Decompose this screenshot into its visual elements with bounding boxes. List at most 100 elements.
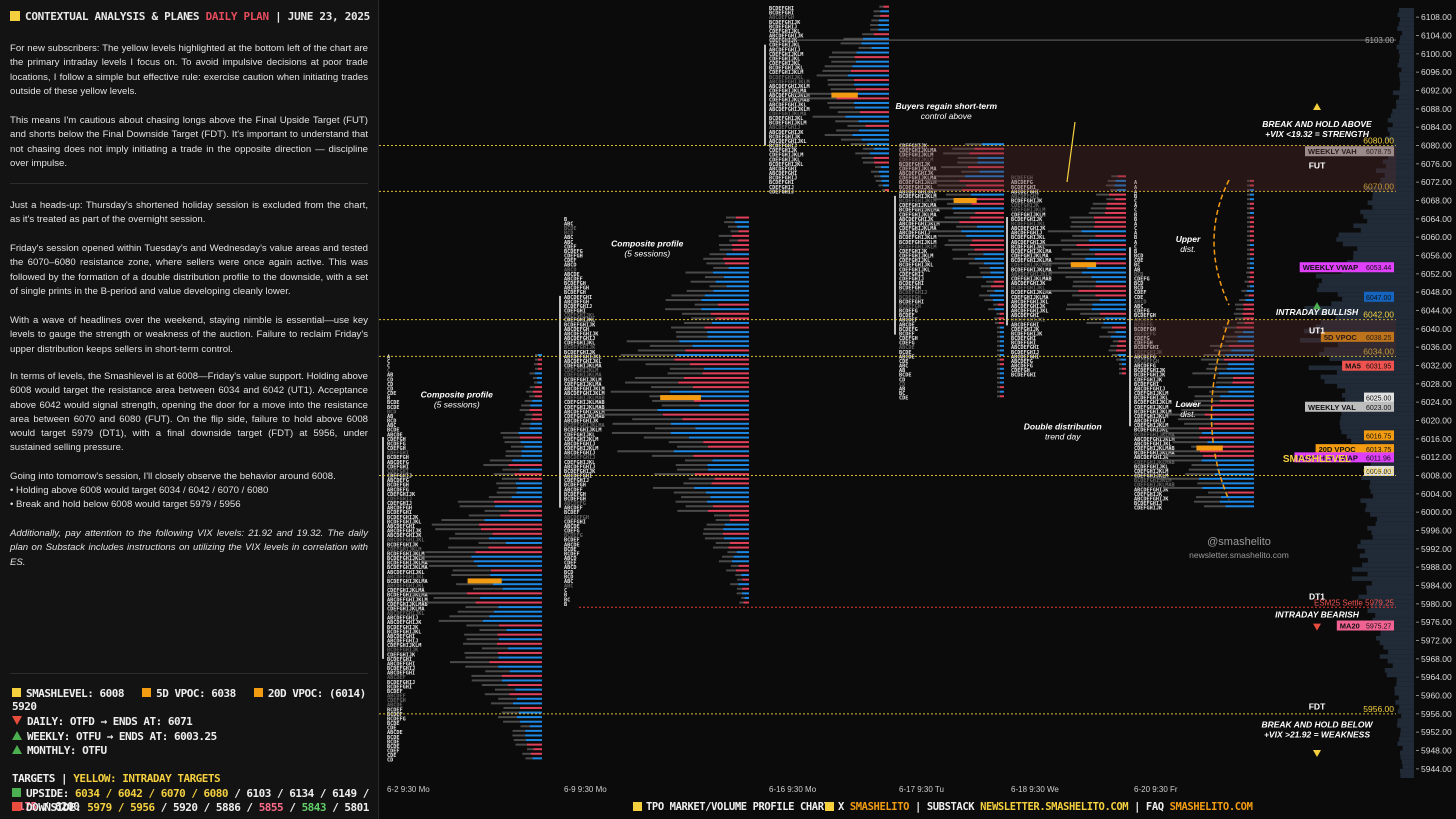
profile-shadow-bar (1234, 331, 1243, 334)
volume-bar (538, 358, 542, 361)
volume-bar (880, 175, 889, 178)
tpo-letters: CDE (1134, 258, 1143, 264)
volume-bar (512, 459, 542, 462)
volume-bar (743, 601, 749, 604)
profile-shadow-bar (873, 14, 881, 17)
volume-profile-bar (1396, 44, 1414, 50)
tpo-letters: CDEFGHIJKLMA (1011, 295, 1049, 301)
volume-bar (1218, 464, 1254, 467)
profile-shadow-bar (523, 418, 532, 421)
tpo-letters: ABCDEFGHIJKL (387, 574, 424, 580)
tpo-letters: ABCDEFGHIJ (387, 616, 418, 622)
triangle-up-icon (12, 745, 22, 754)
tpo-letters: ABCDEFGHIJKL (387, 570, 424, 576)
tpo-letters: ABCDEFGHI (1011, 345, 1039, 351)
profile-shadow-bar (997, 335, 1000, 338)
volume-bar (856, 51, 889, 54)
volume-profile-bar (1318, 283, 1414, 288)
tpo-letters: CDEFGHIJKL (769, 29, 800, 35)
profile-shadow-bar (1099, 335, 1111, 338)
x-handle-link[interactable]: SMASHELITO (849, 801, 910, 813)
level-price-text: 6011.96 (1366, 455, 1391, 462)
volume-bar (471, 555, 542, 558)
volume-bar (1250, 216, 1254, 219)
profile-shadow-bar (441, 519, 485, 522)
tpo-letters: ABCDE (564, 542, 580, 548)
tpo-letters: BCDEFG (387, 716, 406, 722)
volume-bar (1250, 198, 1254, 201)
substack-link[interactable]: NEWSLETTER.SMASHELITO.COM (980, 801, 1129, 813)
x-label: X (838, 801, 844, 813)
profile-shadow-bar (719, 248, 733, 251)
session-label: 6-20 9:30 Fr (1134, 785, 1178, 794)
profile-shadow-bar (925, 221, 960, 224)
volume-bar (1199, 436, 1254, 439)
tpo-letters: BCDEFGHIJKLMA (564, 423, 605, 429)
volume-bar (1094, 253, 1126, 256)
profile-shadow-bar (1184, 422, 1215, 425)
tpo-letters: BCD (1134, 254, 1143, 260)
volume-bar (735, 569, 749, 572)
volume-bar (516, 716, 542, 719)
tpo-letters: BCDEFGHIJKL (1011, 221, 1045, 227)
volume-bar (1103, 321, 1126, 324)
profile-shadow-bar (792, 92, 835, 95)
tpo-letters: CDEFGHIJKLMA (899, 203, 937, 209)
profile-shadow-bar (598, 413, 663, 416)
volume-bar (512, 702, 542, 705)
monthly-label: MONTHLY: OTFU (27, 744, 107, 757)
tpo-letters: ABCDEFGHIJKL (769, 102, 806, 108)
profile-shadow-bar (529, 395, 535, 398)
tpo-letters: CDEFGHIJKL (769, 157, 800, 163)
tpo-letters: CDEFGH (387, 446, 406, 452)
tpo-letters: CDEF (1134, 290, 1147, 296)
tpo-letters: ABCDEFGHIJKLM (1134, 437, 1175, 443)
volume-profile-bar (1335, 315, 1414, 320)
profile-shadow-bar (874, 175, 881, 178)
tpo-letters: ABCDEFGHIJ (899, 231, 930, 237)
tpo-letters: ABCDEF (387, 694, 406, 700)
profile-shadow-bar (840, 138, 862, 141)
profile-shadow-bar (957, 161, 978, 164)
profile-shadow-bar (1215, 381, 1233, 384)
profile-shadow-bar (713, 266, 729, 269)
profile-shadow-bar (618, 358, 675, 361)
profile-shadow-bar (452, 569, 491, 572)
tpo-letters: ABCDEFGHIJKLM (769, 93, 810, 99)
tpo-letters: BCDEFGHIJKLM (1134, 478, 1171, 484)
tpo-letters: BCDEFGHIJKL (387, 519, 421, 525)
volume-bar (1081, 271, 1126, 274)
fut-zone (899, 145, 1396, 192)
volume-bar (712, 271, 749, 274)
volume-bar (514, 473, 542, 476)
volume-bar (856, 60, 889, 63)
profile-shadow-bar (997, 340, 1000, 343)
tpo-letters: BCDEFGHIJK (387, 515, 419, 521)
volume-bar (728, 546, 749, 549)
volume-profile-bar (1388, 649, 1414, 655)
tpo-letters: BCDEFGHI (769, 11, 794, 17)
tpo-letters: ABCDEFGHIJKL (1011, 309, 1048, 315)
plan-prefix: ES (186, 10, 200, 23)
tpo-letters: ABC (899, 364, 908, 370)
profile-shadow-bar (1237, 321, 1245, 324)
faq-link[interactable]: SMASHELITO.COM (1169, 801, 1253, 813)
volume-profile-bar (1389, 131, 1414, 137)
tpo-letters: ABCDEFGHIJK (899, 171, 934, 177)
volume-bar (693, 399, 749, 402)
poc-marker (1070, 262, 1097, 268)
tpo-letters: A (387, 354, 391, 360)
bullet-holding: • Holding above 6008 would target 6034 /… (10, 485, 269, 496)
volume-bar (859, 111, 889, 114)
profile-shadow-bar (721, 555, 734, 558)
tpo-letters: ABCDEFGHIJK (1011, 240, 1046, 246)
orange-square-icon (253, 688, 263, 697)
volume-bar (874, 147, 889, 150)
profile-shadow-bar (1116, 358, 1121, 361)
volume-bar (1218, 372, 1254, 375)
volume-bar (703, 367, 749, 370)
volume-bar (1228, 344, 1254, 347)
tpo-letters: BCDEFG (564, 533, 583, 539)
volume-bar (1000, 335, 1004, 338)
profile-shadow-bar (527, 748, 534, 751)
